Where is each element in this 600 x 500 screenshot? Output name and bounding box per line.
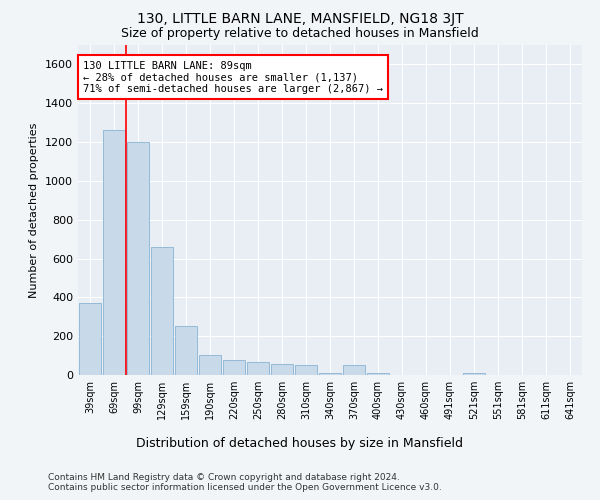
Bar — [343, 366, 365, 375]
Bar — [271, 364, 293, 375]
Bar — [247, 362, 269, 375]
Text: Distribution of detached houses by size in Mansfield: Distribution of detached houses by size … — [137, 438, 464, 450]
Bar — [295, 366, 317, 375]
Y-axis label: Number of detached properties: Number of detached properties — [29, 122, 40, 298]
Text: 130 LITTLE BARN LANE: 89sqm
← 28% of detached houses are smaller (1,137)
71% of : 130 LITTLE BARN LANE: 89sqm ← 28% of det… — [83, 60, 383, 94]
Text: 130, LITTLE BARN LANE, MANSFIELD, NG18 3JT: 130, LITTLE BARN LANE, MANSFIELD, NG18 3… — [137, 12, 463, 26]
Bar — [319, 373, 341, 375]
Text: Contains HM Land Registry data © Crown copyright and database right 2024.
Contai: Contains HM Land Registry data © Crown c… — [48, 472, 442, 492]
Bar — [127, 142, 149, 375]
Bar — [103, 130, 125, 375]
Bar — [175, 326, 197, 375]
Bar — [463, 373, 485, 375]
Bar — [367, 373, 389, 375]
Text: Size of property relative to detached houses in Mansfield: Size of property relative to detached ho… — [121, 28, 479, 40]
Bar — [199, 354, 221, 375]
Bar — [151, 247, 173, 375]
Bar — [79, 303, 101, 375]
Bar — [223, 360, 245, 375]
